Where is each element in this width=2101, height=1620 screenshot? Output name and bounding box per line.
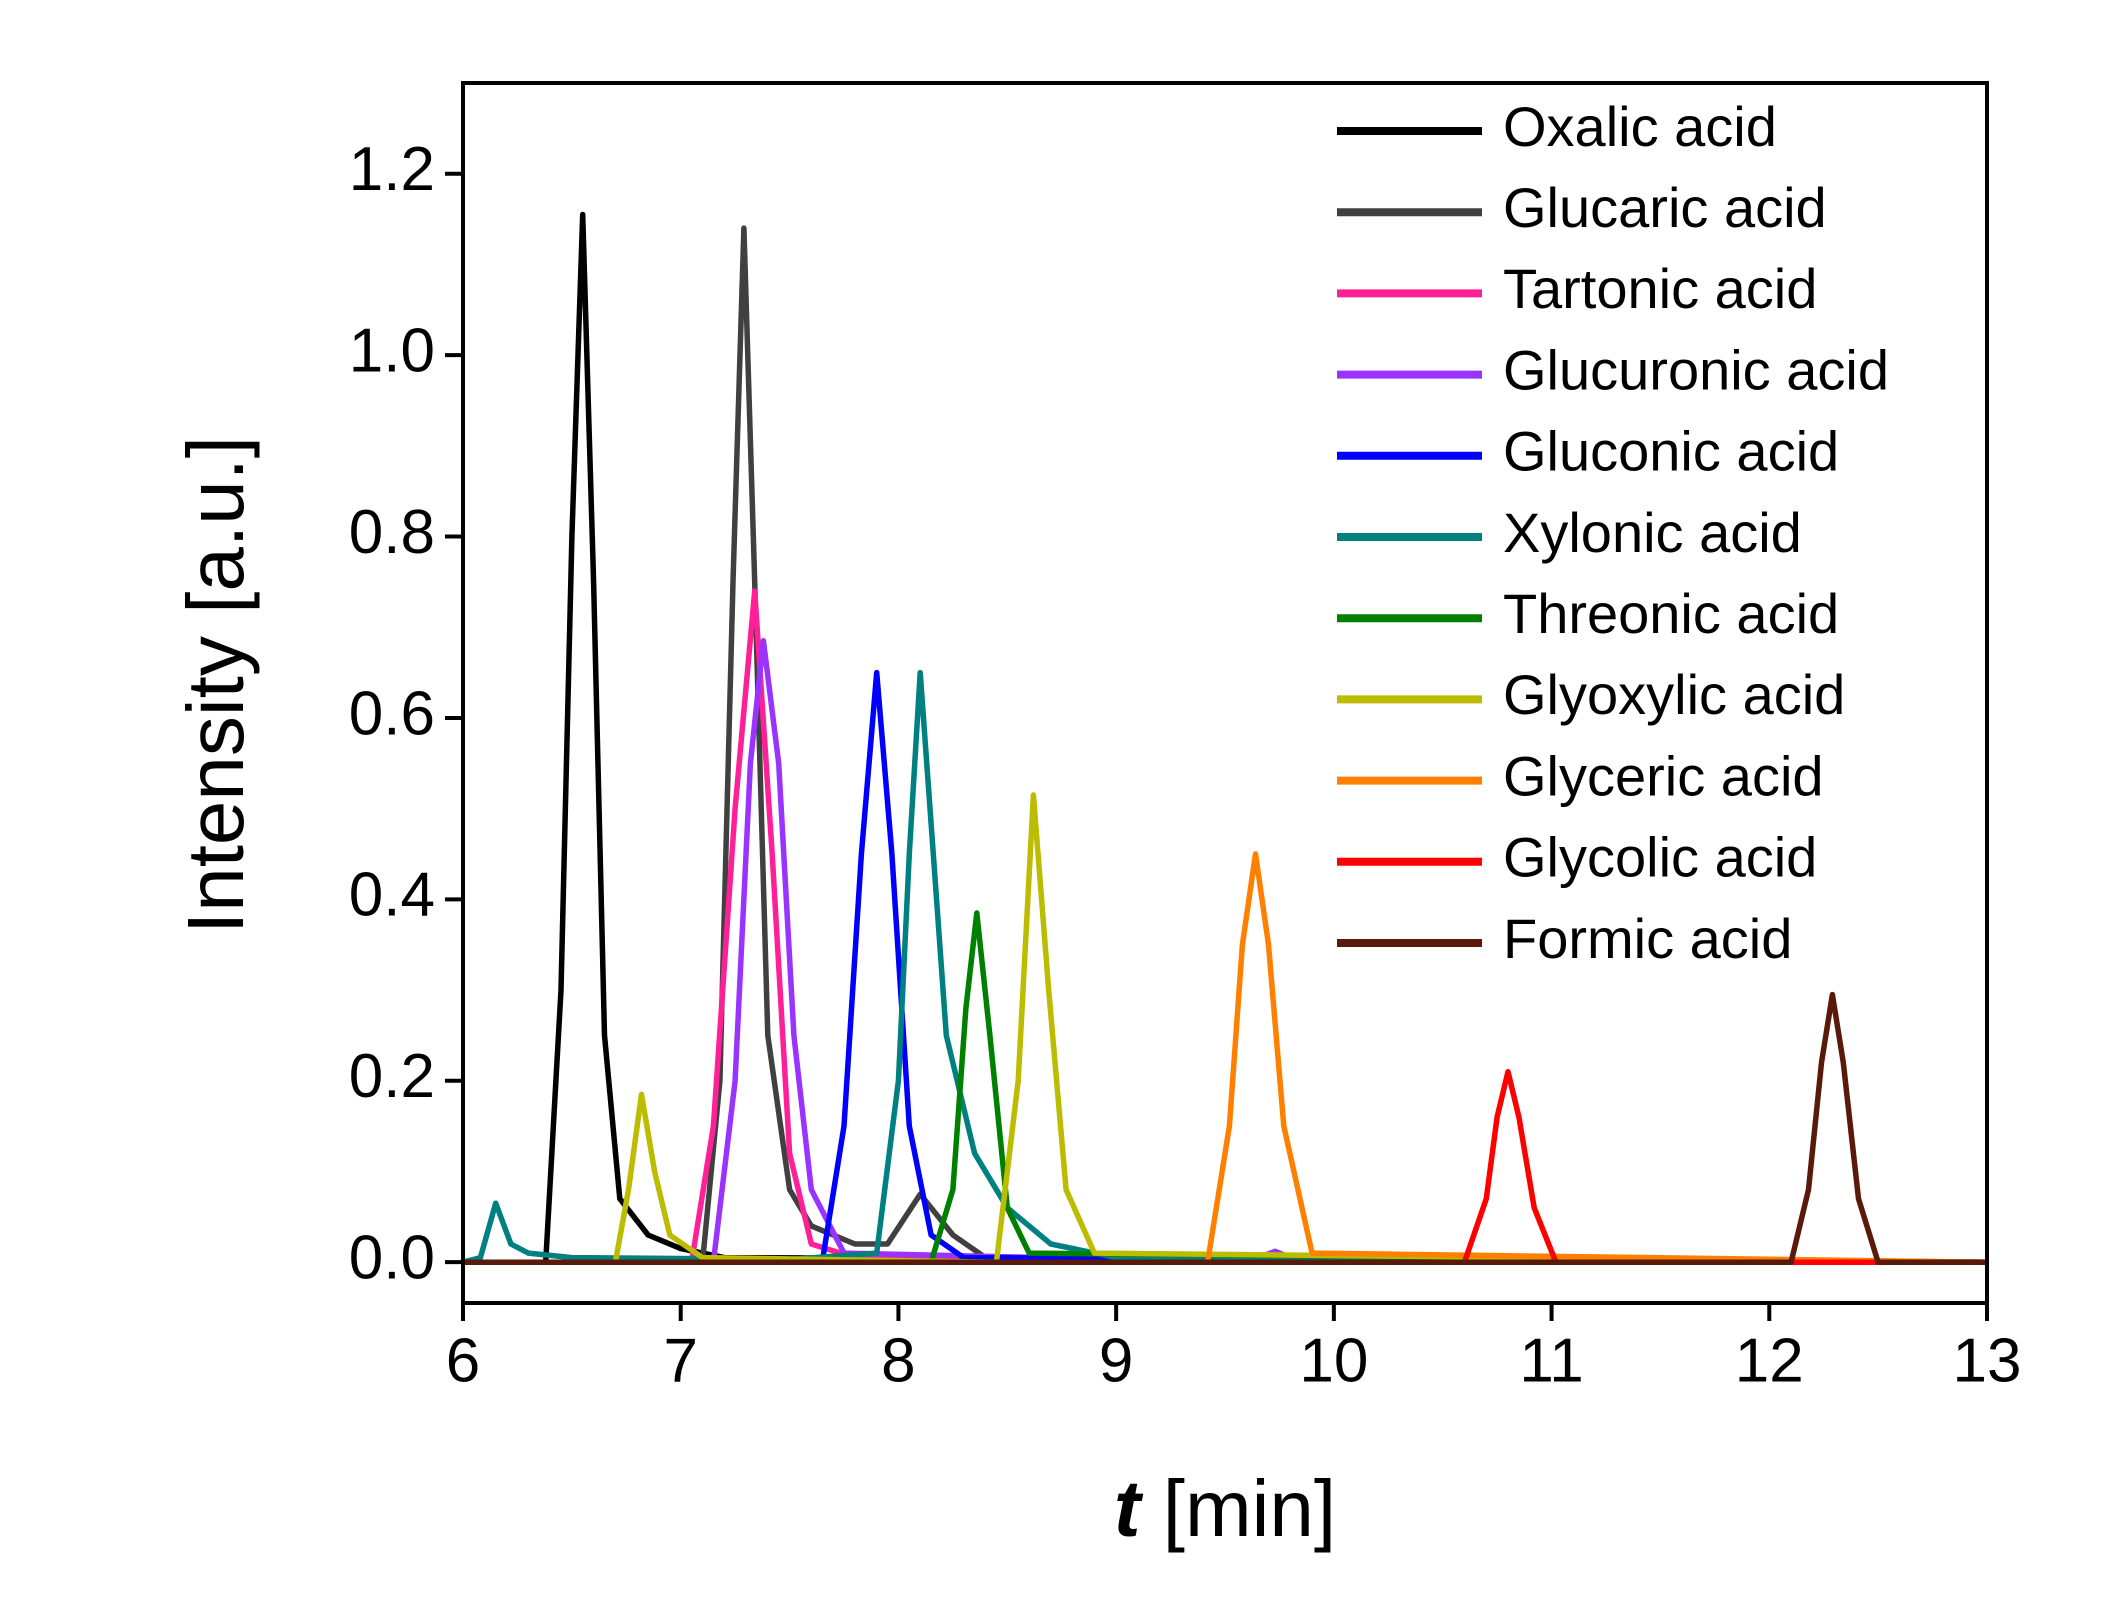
y-tick-label: 1.0 (349, 316, 435, 385)
x-tick-label: 7 (663, 1326, 697, 1395)
x-tick-label: 9 (1099, 1326, 1133, 1395)
x-tick-label: 10 (1299, 1326, 1368, 1395)
x-tick-label: 12 (1735, 1326, 1804, 1395)
y-tick-label: 0.0 (349, 1224, 435, 1293)
series-line (463, 638, 1987, 1265)
y-tick-label: 0.8 (349, 498, 435, 567)
x-axis-unit: [min] (1163, 1464, 1336, 1553)
legend-label: Glucaric acid (1503, 176, 1827, 239)
legend-label: Tartonic acid (1503, 257, 1817, 320)
x-tick-label: 13 (1953, 1326, 2022, 1395)
legend-label: Glycolic acid (1503, 826, 1817, 889)
plot-frame (461, 81, 1989, 1305)
y-tick-label: 1.2 (349, 135, 435, 204)
legend-label: Oxalic acid (1503, 95, 1777, 158)
series-line (463, 669, 1988, 1265)
series-line (463, 910, 1988, 1265)
legend-label: Threonic acid (1503, 582, 1839, 645)
legend-label: Formic acid (1503, 907, 1792, 970)
series-line (463, 588, 1988, 1265)
y-tick-label: 0.2 (349, 1042, 435, 1111)
series-line (463, 1068, 1987, 1265)
y-tick-label: 0.4 (349, 861, 435, 930)
x-tick-label: 8 (881, 1326, 915, 1395)
series-line (463, 991, 1987, 1265)
x-tick-label: 11 (1519, 1326, 1583, 1395)
x-axis-title: t [min] (1114, 1464, 1336, 1553)
legend-label: Glucuronic acid (1503, 338, 1889, 401)
legend-label: Gluconic acid (1503, 420, 1839, 483)
y-axis-title: Intensity [a.u.] (171, 436, 260, 934)
legend-label: Glyoxylic acid (1503, 663, 1845, 726)
series-line (462, 669, 1988, 1265)
x-axis-symbol: t (1114, 1464, 1144, 1553)
series-line (463, 851, 1988, 1265)
legend-label: Glyceric acid (1503, 744, 1824, 807)
legend-label: Xylonic acid (1503, 501, 1802, 564)
x-tick-label: 6 (446, 1326, 480, 1395)
y-tick-label: 0.6 (349, 679, 435, 748)
